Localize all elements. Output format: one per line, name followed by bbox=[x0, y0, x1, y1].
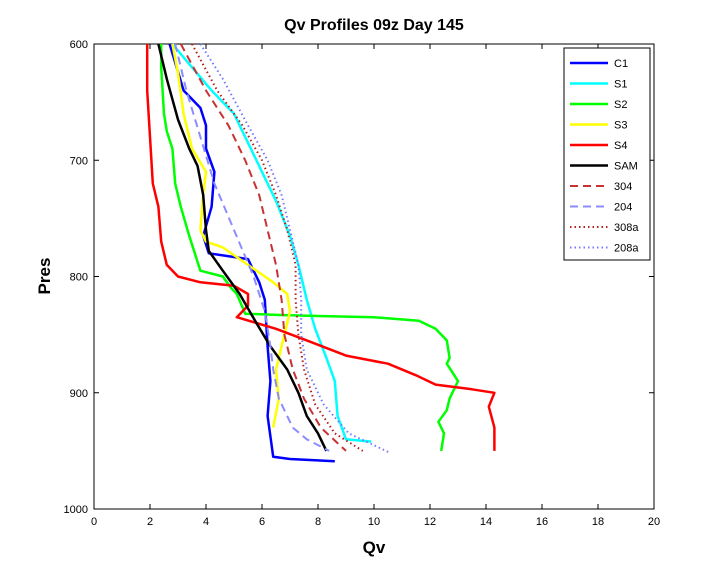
legend-label-S3: S3 bbox=[614, 120, 627, 132]
x-tick-label: 12 bbox=[424, 516, 436, 528]
series-line-308a bbox=[191, 43, 364, 452]
legend-label-SAM: SAM bbox=[614, 161, 638, 173]
legend: C1 S1 S2 S3 S4 SAM 304 204 308a 208a bbox=[563, 47, 651, 261]
x-tick-label: 14 bbox=[480, 516, 492, 528]
legend-label-C1: C1 bbox=[614, 58, 628, 70]
x-tick-label: 0 bbox=[91, 516, 97, 528]
x-tick-label: 6 bbox=[259, 516, 265, 528]
legend-label-308a: 308a bbox=[614, 222, 639, 234]
x-axis-label: Qv bbox=[363, 538, 386, 557]
legend-label-204: 204 bbox=[614, 202, 632, 214]
series-line-C1 bbox=[168, 43, 335, 463]
series-layer bbox=[145, 43, 496, 463]
series-line-S1 bbox=[171, 43, 372, 443]
legend-label-S4: S4 bbox=[614, 140, 627, 152]
y-tick-label: 600 bbox=[70, 39, 88, 51]
legend-label-S1: S1 bbox=[614, 79, 627, 91]
x-tick-label: 4 bbox=[203, 516, 209, 528]
x-tick-label: 20 bbox=[648, 516, 660, 528]
y-axis: 600 700 800 900 1000 bbox=[64, 39, 654, 516]
legend-label-304: 304 bbox=[614, 181, 632, 193]
y-tick-label: 700 bbox=[70, 155, 88, 167]
y-tick-label: 1000 bbox=[64, 504, 88, 516]
y-tick-label: 900 bbox=[70, 388, 88, 400]
plot-area bbox=[93, 43, 655, 510]
series-line-SAM bbox=[157, 43, 328, 452]
legend-label-208a: 208a bbox=[614, 243, 639, 255]
x-tick-label: 10 bbox=[368, 516, 380, 528]
series-line-S2 bbox=[159, 44, 460, 452]
series-line-S3 bbox=[171, 43, 292, 428]
chart-title: Qv Profiles 09z Day 145 bbox=[284, 17, 464, 34]
series-line-204 bbox=[174, 43, 330, 452]
series-line-208a bbox=[199, 43, 392, 455]
y-axis-label: Pres bbox=[35, 258, 54, 295]
x-axis: 0 2 4 6 8 10 12 14 16 18 20 bbox=[91, 44, 660, 528]
series-line-304 bbox=[179, 43, 347, 452]
x-tick-label: 16 bbox=[536, 516, 548, 528]
x-tick-label: 8 bbox=[315, 516, 321, 528]
legend-label-S2: S2 bbox=[614, 99, 627, 111]
x-tick-label: 18 bbox=[592, 516, 604, 528]
series-line-S4 bbox=[145, 44, 496, 451]
x-tick-label: 2 bbox=[147, 516, 153, 528]
y-tick-label: 800 bbox=[70, 272, 88, 284]
